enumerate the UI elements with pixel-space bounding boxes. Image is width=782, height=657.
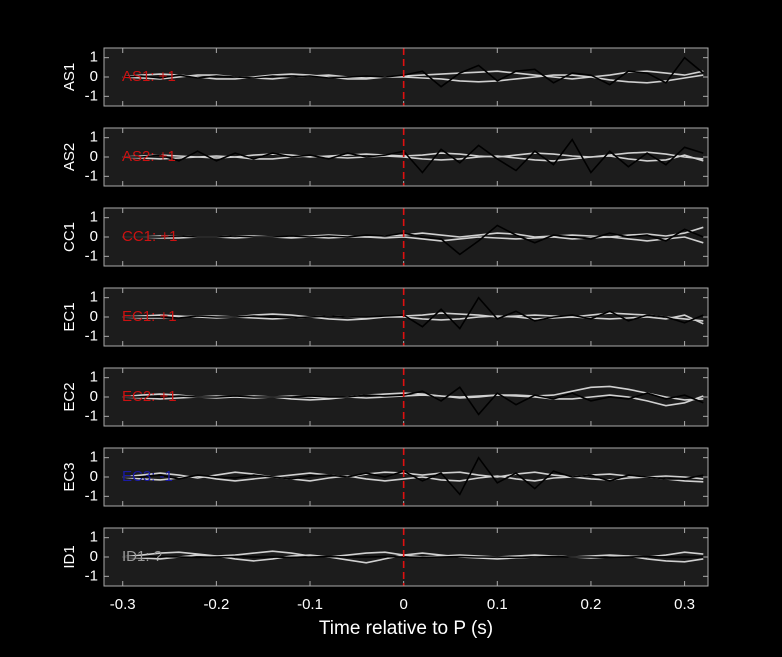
- y-tick-label: -1: [85, 247, 98, 264]
- trace: [122, 296, 704, 330]
- y-tick-label: -1: [85, 567, 98, 584]
- panel-frame: [103, 127, 709, 187]
- y-tick-label: -1: [85, 327, 98, 344]
- annotation: EC3: -1: [122, 468, 173, 485]
- y-axis-label: AS2: [61, 143, 78, 171]
- x-tick-label: 0: [399, 596, 407, 613]
- trace: [122, 314, 704, 325]
- annotation: EC1: +1: [122, 308, 177, 325]
- y-tick-label: 1: [90, 289, 98, 306]
- y-axis-label: EC2: [61, 382, 78, 411]
- panel: -1 0 1 CC1 CC1: +1: [61, 207, 709, 267]
- y-tick-label: -1: [85, 487, 98, 504]
- panel: -1 0 1 EC3 EC3: -1: [61, 447, 709, 507]
- panel: -1 0 1 EC2 EC2: +1: [61, 367, 709, 427]
- y-tick-label: 0: [90, 228, 98, 245]
- panel-frame: [103, 47, 709, 107]
- y-tick-label: 1: [90, 209, 98, 226]
- x-tick-label: 0.3: [674, 596, 695, 613]
- panel: -1 0 1 AS1 AS1: +1: [61, 47, 709, 107]
- y-tick-label: 1: [90, 49, 98, 66]
- annotation: AS1: +1: [122, 68, 176, 85]
- annotation: CC1: +1: [122, 228, 177, 245]
- x-tick-label: -0.3: [110, 596, 136, 613]
- y-axis-label: ID1: [61, 545, 78, 568]
- y-tick-label: 1: [90, 129, 98, 146]
- y-axis-label: EC3: [61, 462, 78, 491]
- panel-frame: [103, 367, 709, 427]
- y-tick-label: 1: [90, 369, 98, 386]
- trace: [122, 56, 704, 88]
- y-tick-label: 0: [90, 308, 98, 325]
- y-tick-label: 0: [90, 548, 98, 565]
- annotation: AS2: +1: [122, 148, 176, 165]
- trace: [122, 555, 704, 559]
- y-tick-label: 0: [90, 148, 98, 165]
- trace: [122, 312, 704, 322]
- x-tick-label: 0.2: [581, 596, 602, 613]
- y-tick-label: 1: [90, 529, 98, 546]
- annotation: EC2: +1: [122, 388, 177, 405]
- trace: [122, 70, 704, 80]
- panel: -1 0 1 EC1 EC1: +1: [61, 287, 709, 347]
- y-tick-label: 0: [90, 388, 98, 405]
- y-axis-label: AS1: [61, 63, 78, 91]
- y-tick-label: -1: [85, 407, 98, 424]
- x-tick-label: 0.1: [487, 596, 508, 613]
- panel-frame: [103, 447, 709, 507]
- panel: -1 0 1 AS2 AS2: +1: [61, 127, 709, 187]
- x-tick-label: -0.1: [297, 596, 323, 613]
- y-tick-label: 1: [90, 449, 98, 466]
- panel-frame: [103, 287, 709, 347]
- annotation: ID1: ?: [122, 548, 162, 565]
- trace: [122, 224, 704, 256]
- y-tick-label: 0: [90, 68, 98, 85]
- panel-frame: [103, 527, 709, 587]
- x-tick-label: -0.2: [203, 596, 229, 613]
- panel: -1 0 1 -0.3 -0.2 -0.1 0 0.1 0.2 0.3 ID1 ID1: ? Time …: [61, 527, 709, 639]
- y-tick-label: -1: [85, 167, 98, 184]
- trace: [122, 154, 704, 162]
- y-tick-label: 0: [90, 468, 98, 485]
- y-tick-label: -1: [85, 87, 98, 104]
- y-axis-label: EC1: [61, 302, 78, 331]
- y-axis-label: CC1: [61, 222, 78, 252]
- trace: [122, 138, 704, 174]
- trace: [122, 456, 704, 496]
- x-axis-label: Time relative to P (s): [319, 618, 493, 639]
- panel-frame: [103, 207, 709, 267]
- trace: [122, 471, 704, 480]
- trace: [122, 386, 704, 416]
